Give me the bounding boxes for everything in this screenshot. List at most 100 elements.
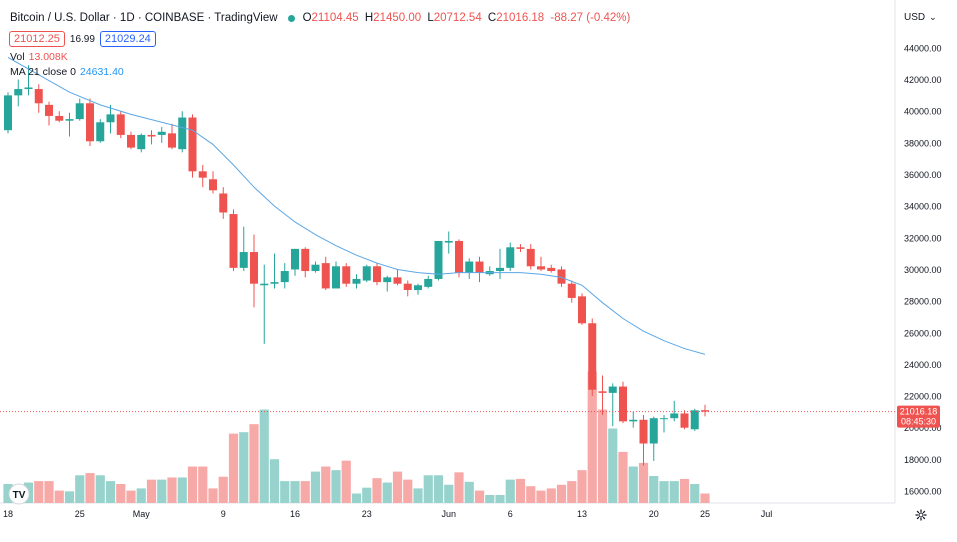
candle-body <box>557 269 566 284</box>
candle-body <box>24 87 33 90</box>
volume-bar <box>208 488 218 503</box>
candle-body <box>178 117 187 150</box>
gear-icon[interactable] <box>915 509 927 521</box>
candle-body <box>137 134 146 150</box>
candle-body <box>629 419 638 422</box>
candle-body <box>55 115 64 121</box>
price-tick-label: 28000.00 <box>904 297 942 307</box>
volume-bar <box>187 466 198 503</box>
change-value: -88.27 (-0.42%) <box>550 12 631 24</box>
candle-body <box>526 248 535 267</box>
volume-bar <box>567 481 577 503</box>
currency-selector[interactable]: USD ⌄ <box>904 12 937 23</box>
price-tick-label: 42000.00 <box>904 75 942 85</box>
candle-body <box>619 386 627 422</box>
price-tick-label: 30000.00 <box>904 265 942 275</box>
time-tick-label: 9 <box>221 509 226 519</box>
candle-body <box>342 266 351 284</box>
candle-body <box>127 134 135 148</box>
volume-bar <box>105 481 116 503</box>
volume-bar <box>372 478 382 503</box>
price-tick-label: 32000.00 <box>904 233 942 243</box>
candle-body <box>537 266 545 270</box>
candle-body <box>311 264 320 272</box>
candle-body <box>690 410 699 430</box>
volume-bar <box>628 466 638 503</box>
ma-legend[interactable]: MA 21 close 0 24631.40 <box>10 66 124 78</box>
volume-bar <box>167 477 177 503</box>
bid-price-button[interactable]: 21012.25 <box>9 31 65 47</box>
time-tick-label: 25 <box>75 509 85 519</box>
candle-body <box>147 134 156 137</box>
candle-body <box>332 266 340 289</box>
candle-body <box>260 283 269 286</box>
candle-body <box>250 252 258 284</box>
chevron-down-icon: ⌄ <box>929 12 937 22</box>
volume-bar <box>300 481 310 503</box>
candle-body <box>444 240 453 243</box>
candle-body <box>291 248 299 270</box>
open-value: 21104.45 <box>311 12 359 24</box>
time-tick-label: Jul <box>761 509 773 519</box>
volume-bar <box>669 481 679 503</box>
candle-body <box>219 193 228 213</box>
candle-body <box>424 278 433 287</box>
candle-body <box>516 247 525 249</box>
time-tick-label: 20 <box>649 509 659 519</box>
volume-bar <box>157 479 167 503</box>
volume-bar <box>556 484 567 503</box>
symbol-title: Bitcoin / U.S. Dollar · 1D · COINBASE · … <box>10 12 278 24</box>
volume-bar <box>321 466 331 503</box>
candle-body <box>670 413 679 419</box>
price-tick-label: 22000.00 <box>904 392 942 402</box>
ask-price-button[interactable]: 21029.24 <box>99 31 156 47</box>
volume-bar <box>392 471 403 503</box>
candle-body <box>598 391 607 393</box>
volume-bar <box>444 484 454 503</box>
candle-body <box>280 271 289 283</box>
volume-bar <box>546 488 556 503</box>
volume-bar <box>259 409 269 503</box>
price-tick-label: 24000.00 <box>904 360 942 370</box>
volume-bar <box>126 490 136 503</box>
volume-bar <box>454 472 464 503</box>
volume-bar <box>116 484 126 503</box>
price-tick-label: 16000.00 <box>904 487 942 497</box>
volume-legend[interactable]: Vol 13.008K <box>10 51 68 63</box>
volume-bar <box>587 371 597 503</box>
volume-bar <box>618 451 628 503</box>
candle-body <box>701 410 709 412</box>
volume-bar <box>310 471 321 503</box>
candle-body <box>403 283 412 291</box>
price-tick-label: 26000.00 <box>904 328 942 338</box>
bar-countdown: 08:45:30 <box>901 417 936 427</box>
ohlc-readout: O21104.45 H21450.00 L20712.54 C21016.18 … <box>302 12 631 24</box>
volume-bar <box>536 490 546 503</box>
volume-legend-value: 13.008K <box>28 51 68 63</box>
candle-body <box>321 263 330 289</box>
volume-bar <box>177 477 187 503</box>
candle-body <box>229 214 238 268</box>
candle-body <box>362 266 371 281</box>
candle-body <box>434 240 443 279</box>
candle-body <box>639 419 648 444</box>
candle-body <box>4 95 12 131</box>
candle-body <box>301 248 310 272</box>
volume-bar <box>290 481 300 503</box>
logo-circle <box>8 483 30 505</box>
candle-body <box>168 133 176 148</box>
chart-header: Bitcoin / U.S. Dollar · 1D · COINBASE · … <box>10 12 630 24</box>
volume-bar <box>85 473 95 503</box>
logo-mark: TV <box>13 490 26 501</box>
price-tick-label: 18000.00 <box>904 455 942 465</box>
candle-body <box>393 277 402 284</box>
volume-bar <box>64 491 75 503</box>
volume-bar <box>239 432 249 503</box>
candle-body <box>116 114 125 135</box>
candle-body <box>506 247 515 268</box>
volume-bar <box>700 493 710 503</box>
volume-bar <box>413 488 423 503</box>
volume-bar <box>331 470 341 503</box>
candle-body <box>455 240 463 273</box>
